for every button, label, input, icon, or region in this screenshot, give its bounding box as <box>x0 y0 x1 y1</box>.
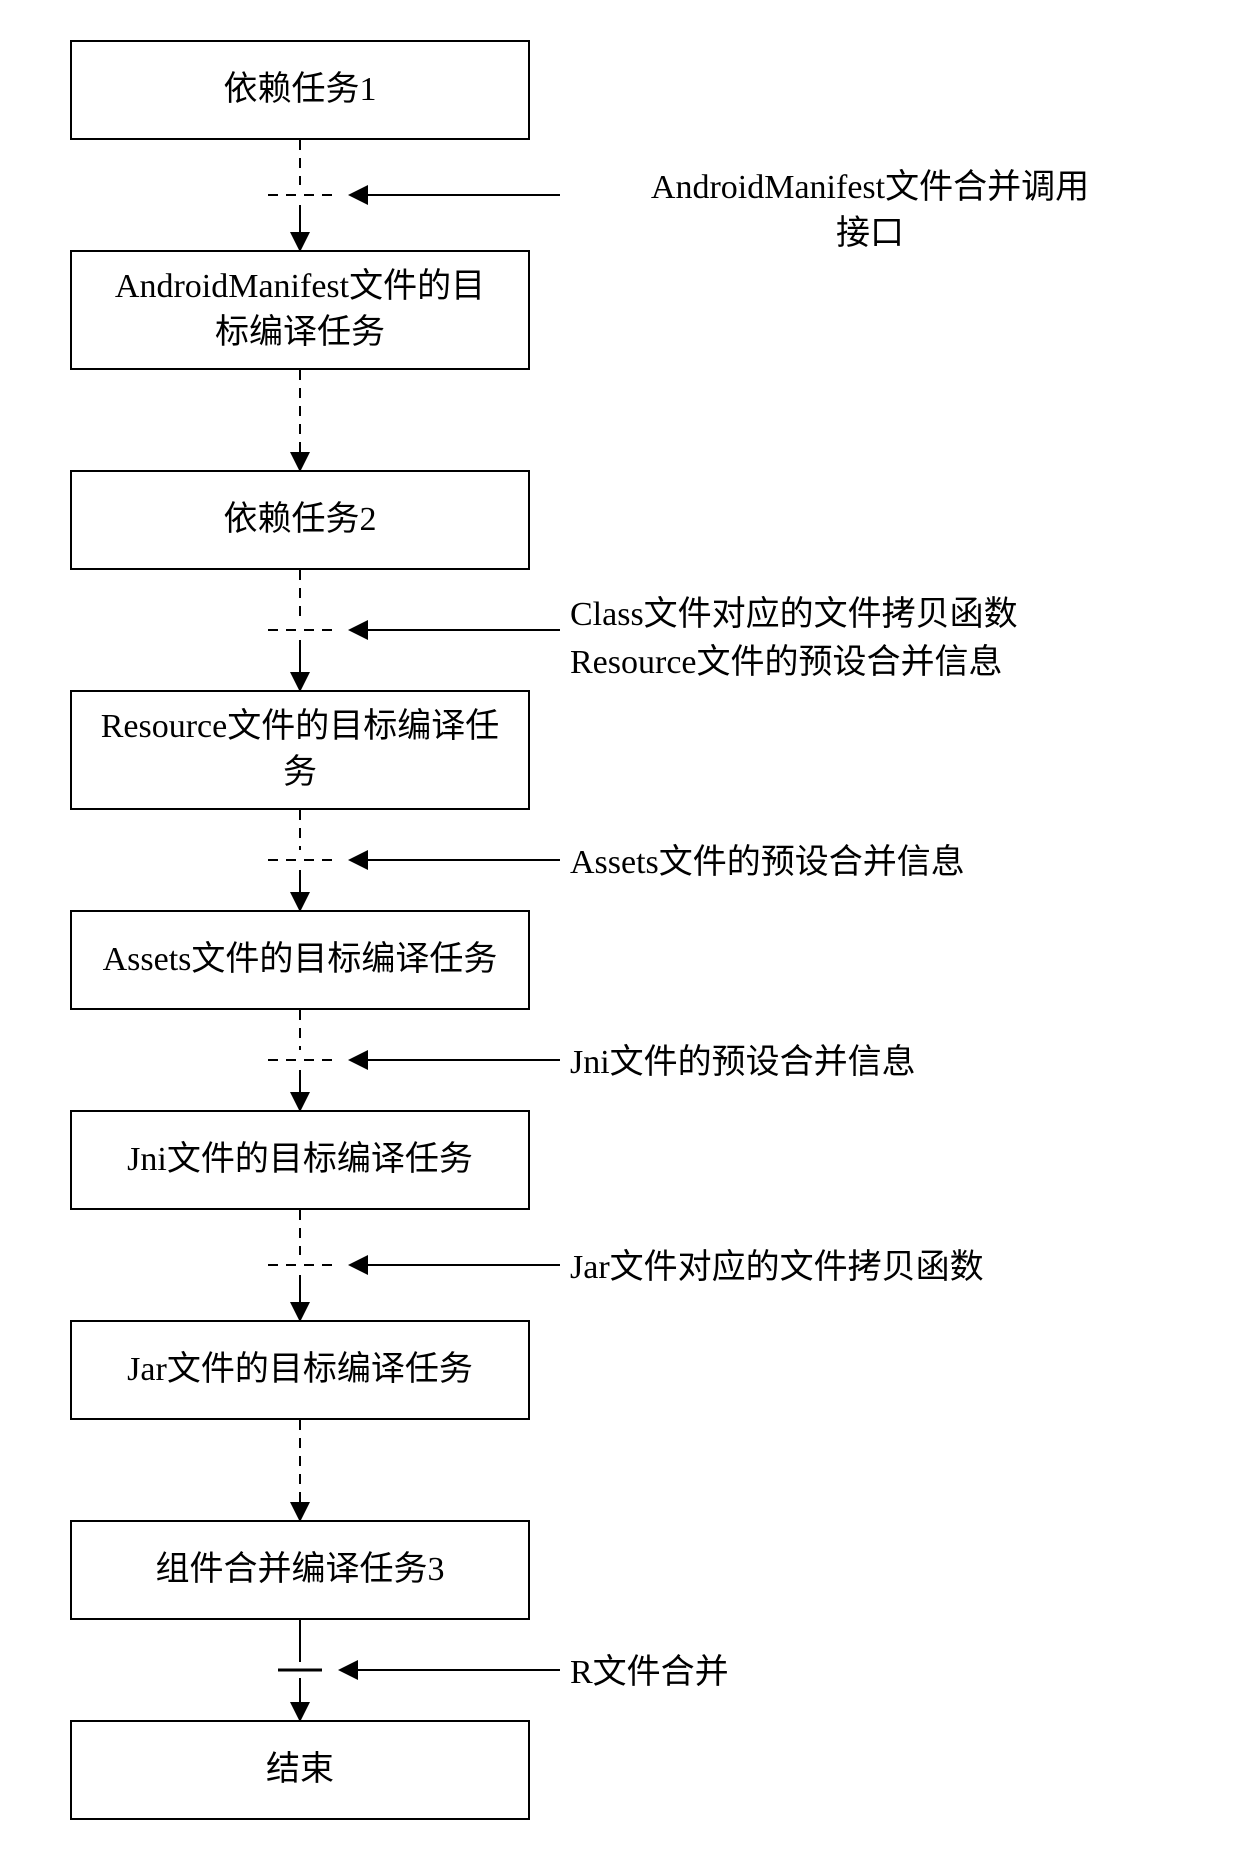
annotation-r-merge: R文件合并 <box>570 1650 729 1696</box>
annotation-class-copy: Class文件对应的文件拷贝函数 <box>570 592 1018 638</box>
node-label: 依赖任务2 <box>224 497 377 543</box>
annotation-resource-merge: Resource文件的预设合并信息 <box>570 640 1003 686</box>
node-label: Assets文件的目标编译任务 <box>103 937 498 983</box>
annotation-text: R文件合并 <box>570 1654 729 1691</box>
node-jni-task: Jni文件的目标编译任务 <box>70 1110 530 1210</box>
node-label: 依赖任务1 <box>224 67 377 113</box>
annotation-text: Assets文件的预设合并信息 <box>570 844 965 881</box>
annotation-jar-copy: Jar文件对应的文件拷贝函数 <box>570 1245 984 1291</box>
node-label: AndroidManifest文件的目标编译任务 <box>115 264 485 356</box>
annotation-text: Resource文件的预设合并信息 <box>570 644 1003 681</box>
node-merge-compile-task-3: 组件合并编译任务3 <box>70 1520 530 1620</box>
annotation-text: AndroidManifest文件合并调用接口 <box>651 169 1089 252</box>
flow-arrow-5 <box>268 1210 332 1318</box>
node-dependency-task-2: 依赖任务2 <box>70 470 530 570</box>
flow-arrow-7 <box>278 1620 322 1718</box>
flow-arrow-2 <box>268 570 332 688</box>
annotation-assets-merge: Assets文件的预设合并信息 <box>570 840 965 886</box>
node-label: Jni文件的目标编译任务 <box>127 1137 473 1183</box>
annotation-manifest-merge: AndroidManifest文件合并调用接口 <box>570 165 1170 257</box>
node-resource-task: Resource文件的目标编译任务 <box>70 690 530 810</box>
node-end: 结束 <box>70 1720 530 1820</box>
flow-arrow-3 <box>268 810 332 908</box>
flow-arrow-4 <box>268 1010 332 1108</box>
node-label: 组件合并编译任务3 <box>156 1547 445 1593</box>
flowchart-diagram: 依赖任务1 AndroidManifest文件的目标编译任务 依赖任务2 Res… <box>40 40 1200 1820</box>
node-label: Jar文件的目标编译任务 <box>127 1347 473 1393</box>
node-assets-task: Assets文件的目标编译任务 <box>70 910 530 1010</box>
node-android-manifest-task: AndroidManifest文件的目标编译任务 <box>70 250 530 370</box>
flow-arrow-0 <box>268 140 332 248</box>
node-dependency-task-1: 依赖任务1 <box>70 40 530 140</box>
annotation-text: Jar文件对应的文件拷贝函数 <box>570 1249 984 1286</box>
annotation-jni-merge: Jni文件的预设合并信息 <box>570 1040 916 1086</box>
node-label: 结束 <box>266 1747 334 1793</box>
annotation-text: Jni文件的预设合并信息 <box>570 1044 916 1081</box>
node-jar-task: Jar文件的目标编译任务 <box>70 1320 530 1420</box>
annotation-text: Class文件对应的文件拷贝函数 <box>570 596 1018 633</box>
node-label: Resource文件的目标编译任务 <box>101 704 500 796</box>
